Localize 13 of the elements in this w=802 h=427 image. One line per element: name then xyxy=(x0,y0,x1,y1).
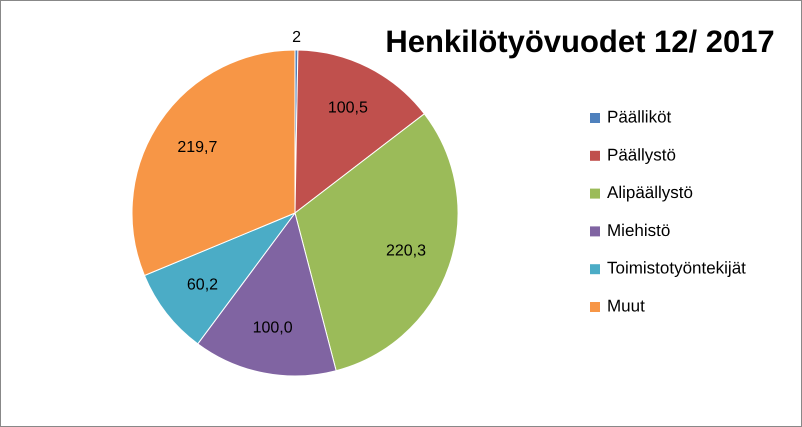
legend-label: Päällystö xyxy=(607,145,676,164)
legend-label: Päälliköt xyxy=(607,107,672,126)
data-label: 60,2 xyxy=(186,276,218,294)
legend-label: Miehistö xyxy=(607,220,670,240)
chart-title: Henkilötyövuodet 12/ 2017 xyxy=(385,24,775,60)
data-label: 220,3 xyxy=(386,242,426,260)
legend-label: Toimistotyöntekijät xyxy=(607,258,746,278)
legend-label: Alipäällystö xyxy=(607,183,693,202)
legend-label: Muut xyxy=(607,296,646,316)
data-label: 100,5 xyxy=(328,99,368,116)
data-label: 219,7 xyxy=(177,139,218,156)
data-label: 100,0 xyxy=(252,319,293,336)
data-label: 2 xyxy=(292,29,302,46)
